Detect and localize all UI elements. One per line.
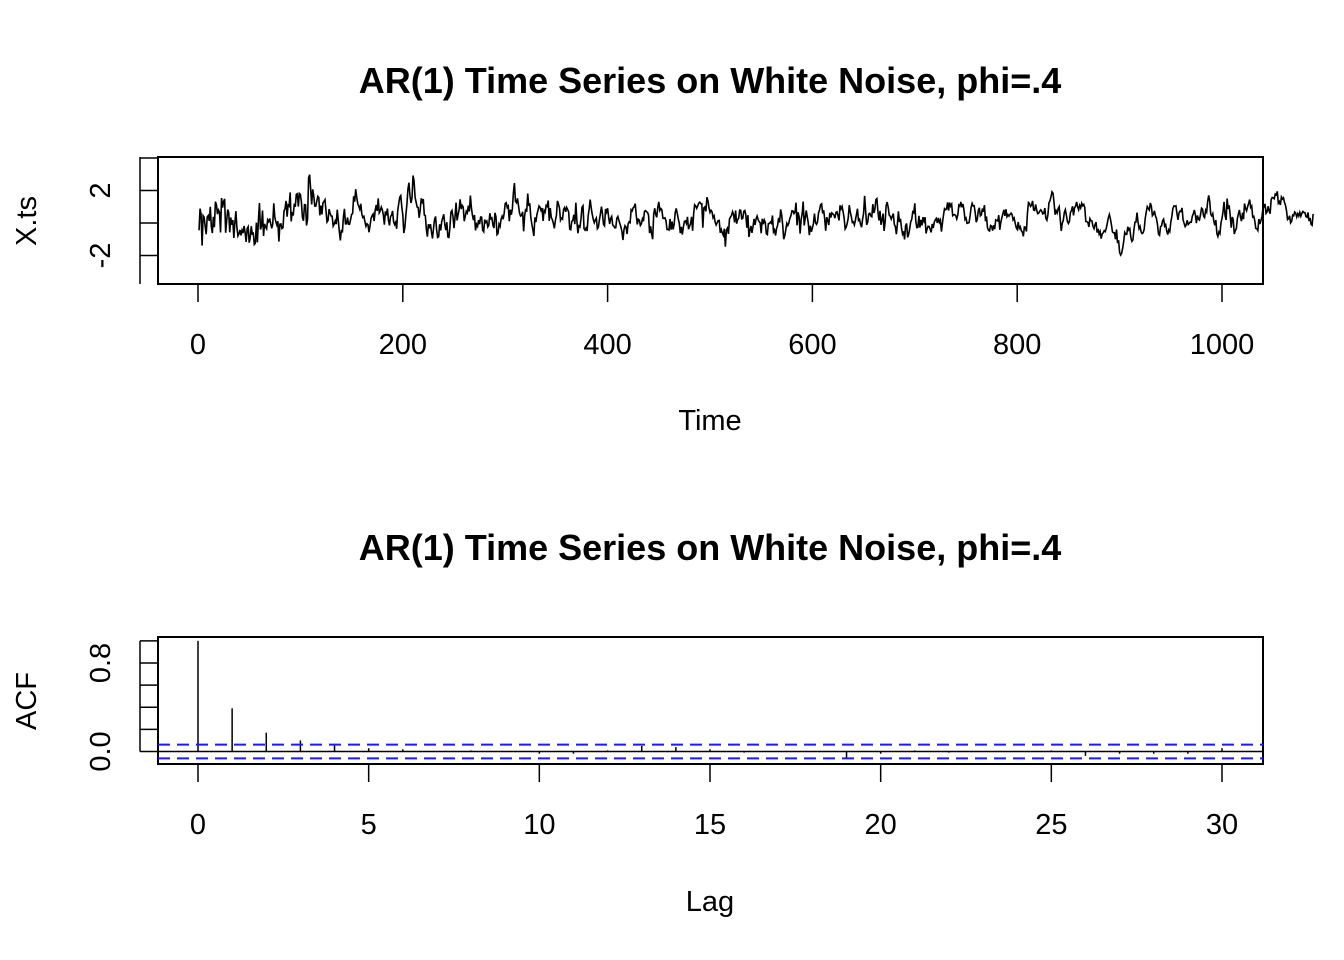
y-axis-top: -2 2 xyxy=(85,157,158,284)
y-tick-label-top: -2 xyxy=(85,243,117,269)
time-series-panel: AR(1) Time Series on White Noise, phi=.4… xyxy=(11,60,1314,437)
x-tick-label-bottom: 15 xyxy=(694,809,726,841)
x-axis-top: 0 200 400 600 800 1000 xyxy=(190,283,1255,361)
x-tick-label-top: 200 xyxy=(379,329,427,361)
y-tick-label-bottom: 0.0 xyxy=(85,731,117,771)
y-axis-bottom: 0.0 0.8 xyxy=(85,640,158,772)
y-axis-label-top: X.ts xyxy=(11,196,43,246)
x-tick-label-bottom: 5 xyxy=(361,809,377,841)
x-tick-label-top: 600 xyxy=(788,329,836,361)
x-tick-label-bottom: 0 xyxy=(190,809,206,841)
y-tick-label-top: 2 xyxy=(85,182,117,198)
acf-panel: AR(1) Time Series on White Noise, phi=.4… xyxy=(11,527,1264,918)
acf-bars xyxy=(197,640,1223,759)
x-tick-label-top: 400 xyxy=(583,329,631,361)
chart-title-top: AR(1) Time Series on White Noise, phi=.4 xyxy=(359,60,1062,101)
x-axis-bottom: 0 5 10 15 20 25 30 xyxy=(190,763,1238,841)
x-tick-label-bottom: 30 xyxy=(1206,809,1238,841)
y-tick-label-bottom: 0.8 xyxy=(85,643,117,683)
x-axis-label-bottom: Lag xyxy=(686,886,734,918)
x-tick-label-top: 800 xyxy=(993,329,1041,361)
y-axis-label-bottom: ACF xyxy=(11,672,43,730)
x-tick-label-top: 1000 xyxy=(1190,329,1255,361)
x-axis-label-top: Time xyxy=(678,405,741,437)
plot-frame-top xyxy=(157,156,1264,285)
x-tick-label-bottom: 10 xyxy=(523,809,555,841)
chart-title-bottom: AR(1) Time Series on White Noise, phi=.4 xyxy=(359,527,1062,568)
acf-reference-lines xyxy=(158,743,1263,760)
series-line xyxy=(198,174,1314,257)
x-tick-label-bottom: 25 xyxy=(1035,809,1067,841)
x-tick-label-top: 0 xyxy=(190,329,206,361)
x-tick-label-bottom: 20 xyxy=(865,809,897,841)
